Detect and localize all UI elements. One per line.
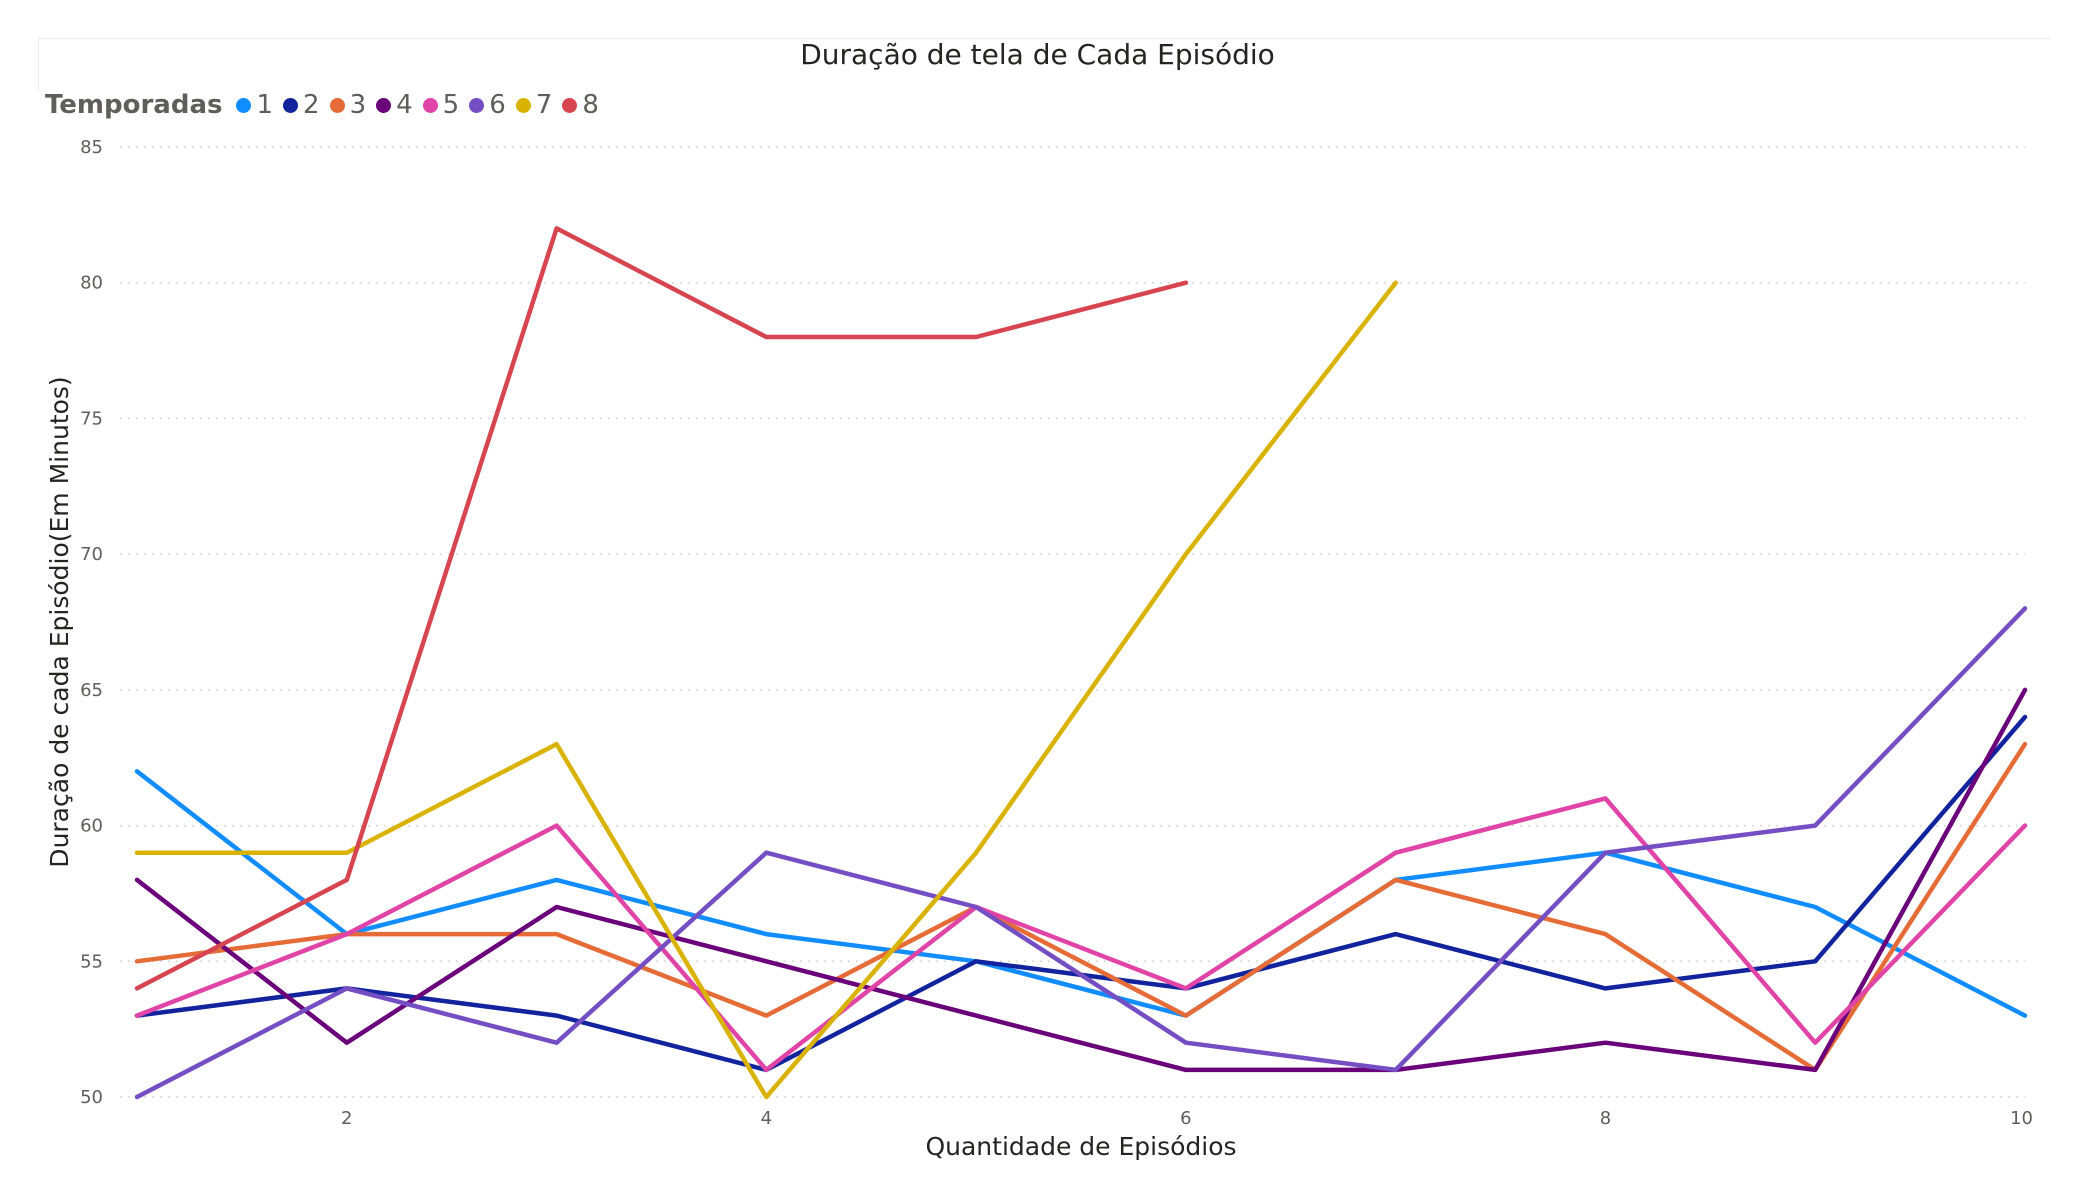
x-axis-title: Quantidade de Episódios xyxy=(925,1132,1236,1161)
series-line-8 xyxy=(134,226,1189,991)
series-line-5 xyxy=(134,796,2028,1073)
legend-item-5[interactable]: 5 xyxy=(422,90,460,120)
y-tick-label: 85 xyxy=(80,137,103,158)
legend-label-6: 6 xyxy=(489,90,506,120)
legend-marker-2 xyxy=(283,97,299,113)
legend-label-2: 2 xyxy=(303,90,320,120)
x-tick-label: 10 xyxy=(2010,1108,2033,1129)
legend-item-1[interactable]: 1 xyxy=(236,90,273,120)
x-tick-label: 2 xyxy=(341,1108,352,1129)
legend-item-3[interactable]: 3 xyxy=(329,90,367,120)
y-tick-label: 65 xyxy=(80,680,103,701)
chart-title: Duração de tela de Cada Episódio xyxy=(800,38,1275,71)
legend-label-5: 5 xyxy=(442,90,460,120)
legend-item-8[interactable]: 8 xyxy=(562,90,599,120)
legend-item-4[interactable]: 4 xyxy=(376,90,413,120)
series-line-4 xyxy=(134,687,2028,1073)
legend-label-1: 1 xyxy=(256,90,274,120)
legend-marker-8 xyxy=(562,97,578,113)
legend-marker-1 xyxy=(236,97,252,113)
legend-title: Temporadas xyxy=(45,90,223,120)
legend-marker-4 xyxy=(376,97,392,113)
series-line-7 xyxy=(134,280,1398,1100)
y-tick-label: 75 xyxy=(80,408,103,429)
series-line-3 xyxy=(134,741,2028,1073)
y-axis-title: Duração de cada Episódio(Em Minutos) xyxy=(45,376,74,867)
x-tick-label: 6 xyxy=(1180,1108,1191,1129)
legend-item-2[interactable]: 2 xyxy=(283,90,320,120)
legend-item-6[interactable]: 6 xyxy=(469,90,506,120)
series-line-6 xyxy=(134,606,2028,1100)
y-tick-label: 60 xyxy=(80,816,103,837)
legend-label-4: 4 xyxy=(396,90,413,120)
x-tick-label: 4 xyxy=(761,1108,772,1129)
legend-label-3: 3 xyxy=(349,90,367,120)
legend-item-7[interactable]: 7 xyxy=(515,90,553,120)
x-tick-label: 8 xyxy=(1600,1108,1611,1129)
chart-card-border xyxy=(38,38,2051,91)
series-line-2 xyxy=(134,714,2028,1073)
legend-label-7: 7 xyxy=(535,90,553,120)
y-tick-label: 80 xyxy=(80,273,103,294)
series-line-1 xyxy=(134,769,2028,1018)
legend-marker-6 xyxy=(469,97,485,113)
y-tick-label: 70 xyxy=(80,544,103,565)
y-tick-label: 55 xyxy=(80,951,103,972)
legend-marker-5 xyxy=(422,97,438,113)
y-tick-label: 50 xyxy=(80,1087,103,1108)
legend-marker-7 xyxy=(515,97,531,113)
legend-marker-3 xyxy=(329,97,345,113)
legend-label-8: 8 xyxy=(582,90,599,120)
